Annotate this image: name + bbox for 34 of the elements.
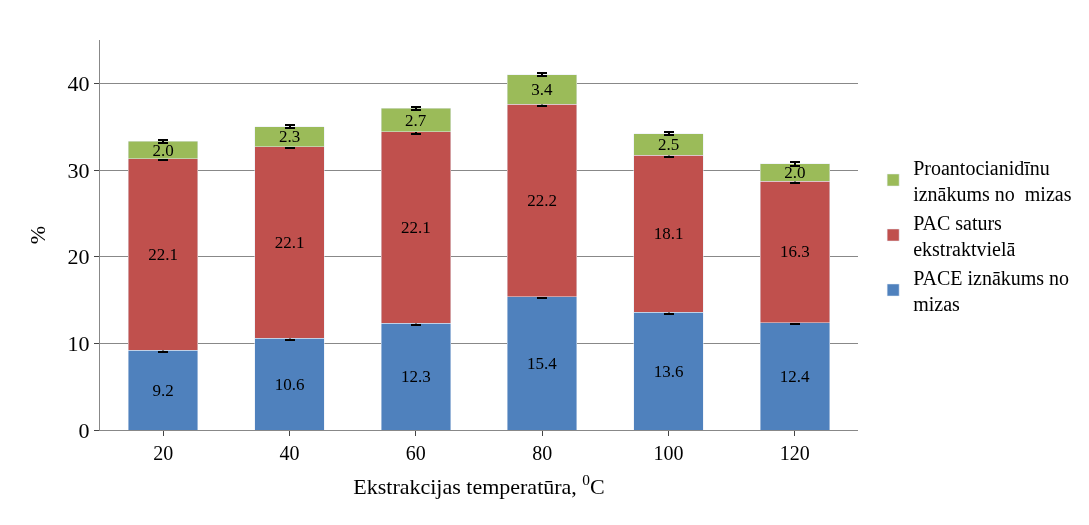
x-tick-label: 60 (405, 442, 426, 464)
data-label: 2.0 (784, 163, 806, 183)
data-label: 15.4 (527, 353, 558, 373)
x-tick-label: 100 (653, 442, 684, 464)
data-label: 3.4 (531, 79, 554, 99)
legend-label: PAC saturs ekstraktvielā (913, 211, 1016, 260)
legend-label: PACE iznākums no mizas (913, 266, 1070, 315)
y-tick-label: 0 (78, 417, 90, 443)
y-tick-label: 20 (67, 244, 90, 270)
x-tick-label: 120 (779, 442, 810, 464)
data-label: 22.2 (527, 190, 558, 210)
data-label: 18.1 (653, 224, 684, 244)
y-axis-title: % (25, 225, 51, 245)
data-label: 9.2 (152, 380, 174, 400)
data-label: 2.7 (404, 110, 427, 130)
y-tick-label: 40 (67, 71, 90, 97)
data-label: 10.6 (274, 374, 305, 394)
data-label: 13.6 (653, 361, 684, 381)
data-label: 2.5 (657, 134, 680, 154)
data-label: 2.3 (278, 127, 301, 147)
x-tick-label: 20 (153, 442, 174, 464)
data-label: 22.1 (274, 232, 305, 252)
x-tick-label: 40 (279, 442, 300, 464)
data-label: 16.3 (779, 242, 810, 262)
data-label: 22.1 (400, 218, 431, 238)
data-label: 12.3 (400, 367, 431, 387)
data-label: 12.4 (779, 366, 810, 386)
legend-label: Proantocianidīnu iznākums no mizas (913, 156, 1072, 205)
data-label: 2.0 (152, 140, 174, 160)
y-tick-label: 10 (67, 331, 90, 357)
x-tick-label: 80 (532, 442, 553, 464)
data-label: 22.1 (148, 245, 179, 264)
y-tick-label: 30 (67, 157, 90, 183)
x-axis-title: Ekstrakcijas temperatūra, $^{0}$C (353, 470, 605, 499)
